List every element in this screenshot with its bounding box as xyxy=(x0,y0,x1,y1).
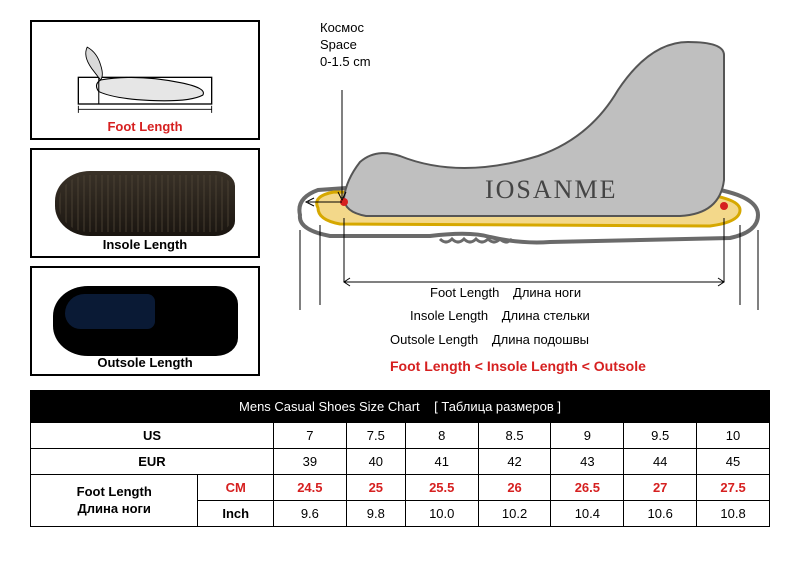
insole-length-ru: Длина стельки xyxy=(502,308,590,323)
us-value: 7 xyxy=(273,423,346,449)
size-chart-table: Mens Casual Shoes Size Chart [ Таблица р… xyxy=(30,390,770,527)
inch-value: 9.8 xyxy=(346,501,405,527)
cm-value: 27.5 xyxy=(697,475,770,501)
row-header-eur: EUR xyxy=(31,449,274,475)
top-section: Foot Length Insole Length Outsole Length… xyxy=(0,0,800,390)
us-value: 8 xyxy=(405,423,478,449)
cm-value: 26 xyxy=(478,475,551,501)
dim-insole-length: Insole Length Длина стельки xyxy=(410,308,590,323)
cm-value: 25.5 xyxy=(405,475,478,501)
inch-value: 10.4 xyxy=(551,501,624,527)
foot-top-drawing xyxy=(32,40,258,120)
dim-foot-length: Foot Length Длина ноги xyxy=(430,285,581,300)
cm-value: 24.5 xyxy=(273,475,346,501)
inch-value: 10.6 xyxy=(624,501,697,527)
outsole-photo xyxy=(53,286,238,356)
insole-photo xyxy=(55,171,235,236)
shoe-cross-section xyxy=(290,30,770,310)
us-value: 9.5 xyxy=(624,423,697,449)
foot-length-ru: Длина ноги xyxy=(513,285,581,300)
row-header-foot-length: Foot LengthДлина ноги xyxy=(31,475,198,527)
inch-value: 10.8 xyxy=(697,501,770,527)
us-value: 8.5 xyxy=(478,423,551,449)
insole-length-en: Insole Length xyxy=(410,308,488,323)
cm-value: 27 xyxy=(624,475,697,501)
inch-value: 10.2 xyxy=(478,501,551,527)
length-inequality: Foot Length < Insole Length < Outsole xyxy=(390,358,646,374)
table-title-en: Mens Casual Shoes Size Chart xyxy=(239,399,420,414)
row-header-cm: CM xyxy=(198,475,274,501)
outsole-length-en: Outsole Length xyxy=(390,332,478,347)
table-title-ru: [ Таблица размеров ] xyxy=(434,399,561,414)
cm-value: 25 xyxy=(346,475,405,501)
foot-length-panel: Foot Length xyxy=(30,20,260,140)
eur-value: 41 xyxy=(405,449,478,475)
eur-value: 40 xyxy=(346,449,405,475)
insole-length-label: Insole Length xyxy=(103,237,188,252)
eur-value: 39 xyxy=(273,449,346,475)
insole-length-panel: Insole Length xyxy=(30,148,260,258)
row-header-inch: Inch xyxy=(198,501,274,527)
eur-value: 44 xyxy=(624,449,697,475)
outsole-length-label: Outsole Length xyxy=(97,355,192,370)
eur-value: 45 xyxy=(697,449,770,475)
table-title: Mens Casual Shoes Size Chart [ Таблица р… xyxy=(31,391,770,423)
brand-text: IOSANME xyxy=(485,175,617,205)
eur-value: 43 xyxy=(551,449,624,475)
left-panel: Foot Length Insole Length Outsole Length xyxy=(30,20,260,380)
shoe-diagram-panel: Космос Space 0-1.5 cm xyxy=(290,20,770,380)
inch-value: 10.0 xyxy=(405,501,478,527)
foot-length-en: Foot Length xyxy=(430,285,499,300)
us-value: 7.5 xyxy=(346,423,405,449)
eur-value: 42 xyxy=(478,449,551,475)
us-value: 9 xyxy=(551,423,624,449)
row-header-us: US xyxy=(31,423,274,449)
cm-value: 26.5 xyxy=(551,475,624,501)
outsole-length-panel: Outsole Length xyxy=(30,266,260,376)
dim-outsole-length: Outsole Length Длина подошвы xyxy=(390,332,589,347)
us-value: 10 xyxy=(697,423,770,449)
outsole-length-ru: Длина подошвы xyxy=(492,332,589,347)
foot-length-label: Foot Length xyxy=(107,119,182,134)
inch-value: 9.6 xyxy=(273,501,346,527)
